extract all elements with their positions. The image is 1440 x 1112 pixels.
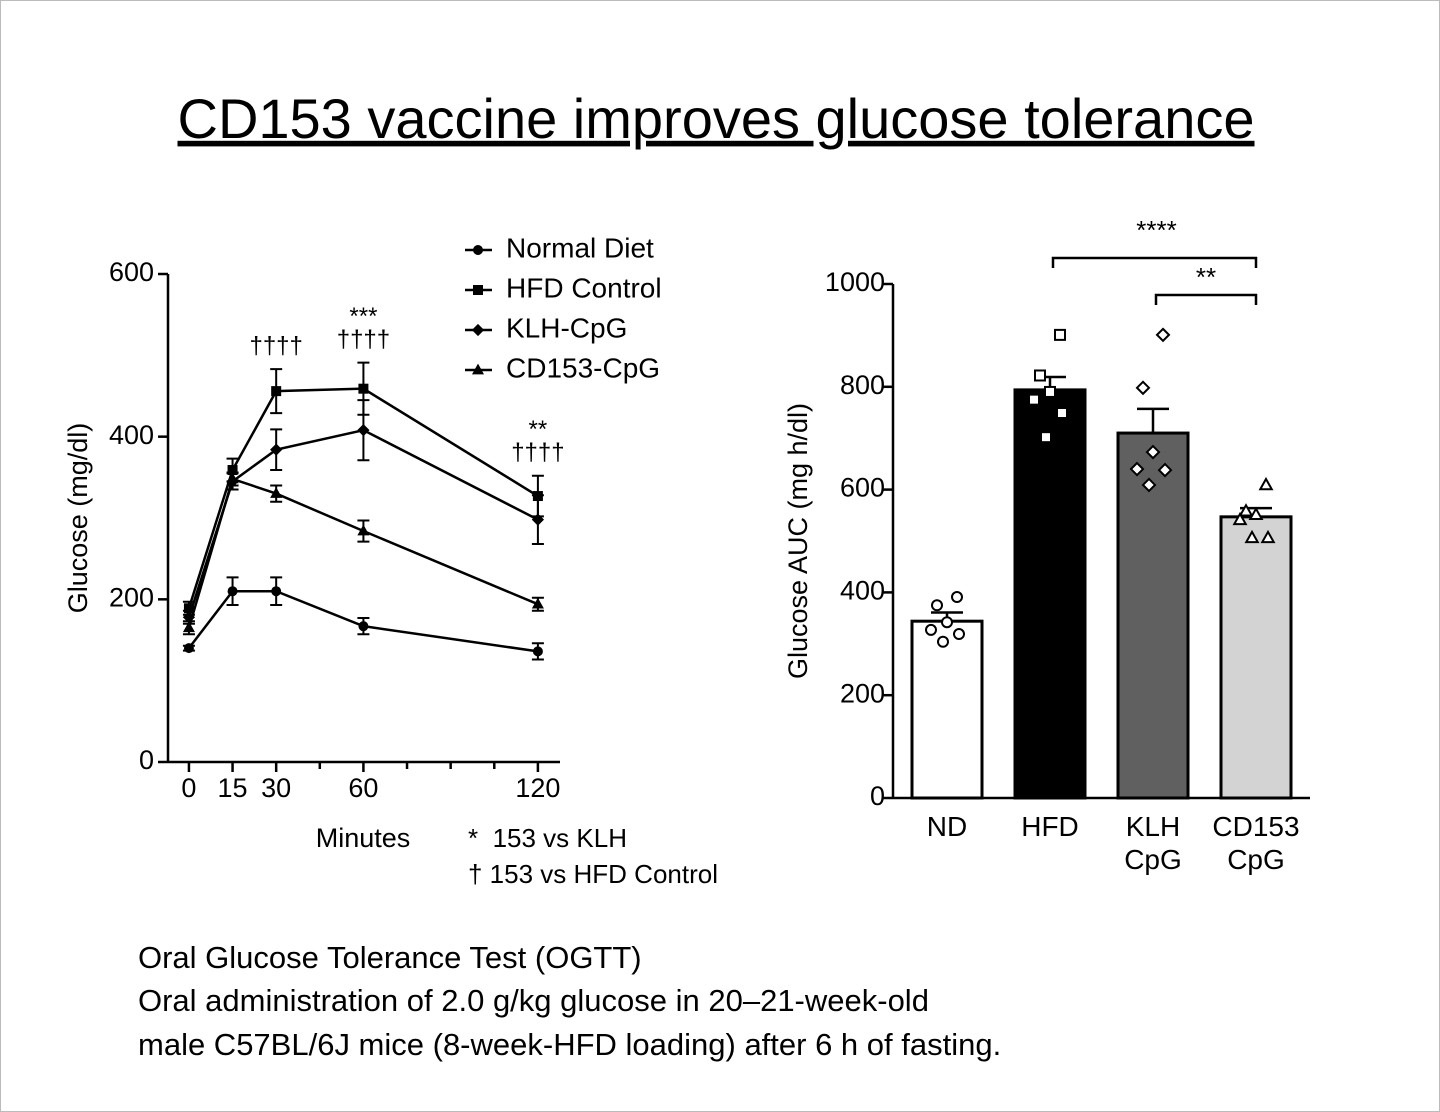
y-tick-label: 0 [139,745,154,775]
legend-marker [473,285,483,295]
footer-line: Oral administration of 2.0 g/kg glucose … [138,983,929,1018]
y-tick-label: 200 [840,678,885,708]
x-tick-label: HFD [1021,811,1079,842]
data-point [1056,407,1068,420]
data-point [1155,327,1171,343]
legend-note: † 153 vs HFD Control [468,859,718,889]
marker [271,386,282,397]
data-point [1129,461,1145,477]
data-point [1145,444,1161,460]
significance-label: ** [1196,262,1216,292]
marker [226,472,239,484]
legend-label: HFD Control [506,272,662,303]
x-tick-label: CD153 CpG [1212,811,1300,876]
marker [270,487,283,498]
x-axis-label: Minutes [316,823,411,853]
data-point [1238,503,1254,517]
y-tick-label: 600 [109,257,154,287]
significance-label: *** [349,303,377,330]
y-tick-label: 400 [109,420,154,450]
y-tick-label: 800 [840,370,885,400]
data-point [925,623,937,636]
significance-label: **** [1136,215,1176,245]
y-tick-label: 200 [109,582,154,612]
marker [358,383,369,394]
data-point [1232,511,1248,526]
data-point [1135,380,1151,396]
x-tick-label: 30 [261,773,291,803]
x-tick-label: 120 [515,773,560,803]
y-tick-label: 0 [870,781,885,811]
footer-line: male C57BL/6J mice (8-week-HFD loading) … [138,1027,1001,1062]
legend-label: KLH-CpG [506,312,627,343]
data-point [1260,529,1276,544]
y-tick-label: 1000 [825,267,885,297]
marker [358,621,369,632]
x-tick-label: 15 [218,773,248,803]
data-point [953,628,965,641]
x-tick-label: 0 [181,773,196,803]
marker [182,621,195,633]
significance-label: †††† [249,333,302,360]
data-point [1040,431,1052,444]
legend-marker [473,245,483,255]
data-point [1141,477,1157,493]
bar [910,619,984,800]
marker [531,597,544,609]
data-point [1054,328,1066,341]
y-axis-label: Glucose AUC (mg h/dl) [783,403,813,679]
data-point [1034,369,1046,382]
significance-bracket [1051,256,1258,268]
footer-line: Oral Glucose Tolerance Test (OGTT) [138,940,642,975]
data-point [1028,393,1040,406]
data-point [1258,476,1274,491]
x-tick-label: ND [926,811,968,842]
x-tick-label: KLH CpG [1124,811,1182,876]
bar [1219,515,1293,800]
data-point [1044,385,1056,398]
y-tick-label: 400 [840,576,885,606]
bar [1013,388,1087,800]
data-point [1244,529,1260,544]
significance-label: †††† [337,326,390,353]
data-point [1248,506,1264,521]
data-point [941,616,953,629]
data-point [951,591,963,604]
significance-bracket [1154,293,1258,305]
legend-marker [471,323,485,337]
data-point [1157,462,1173,478]
legend-marker [471,363,485,375]
data-point [937,635,949,648]
slide-title: CD153 vaccine improves glucose tolerance [178,87,1255,150]
marker [357,524,370,536]
error-bar [1137,407,1169,434]
significance-label: ** [529,416,548,443]
legend-label: CD153-CpG [506,352,660,383]
marker [357,424,370,437]
y-axis-label: Glucose (mg/dl) [63,423,93,614]
bar [1116,431,1190,800]
data-point [931,599,943,612]
marker [271,586,282,597]
legend-label: Normal Diet [506,232,654,263]
marker [270,443,283,456]
marker [532,646,543,657]
significance-label: †††† [511,439,564,466]
y-tick-label: 600 [840,473,885,503]
x-tick-label: 60 [348,773,378,803]
marker [227,586,238,597]
legend-note: * 153 vs KLH [468,823,627,853]
marker [531,513,545,526]
marker [183,643,194,654]
